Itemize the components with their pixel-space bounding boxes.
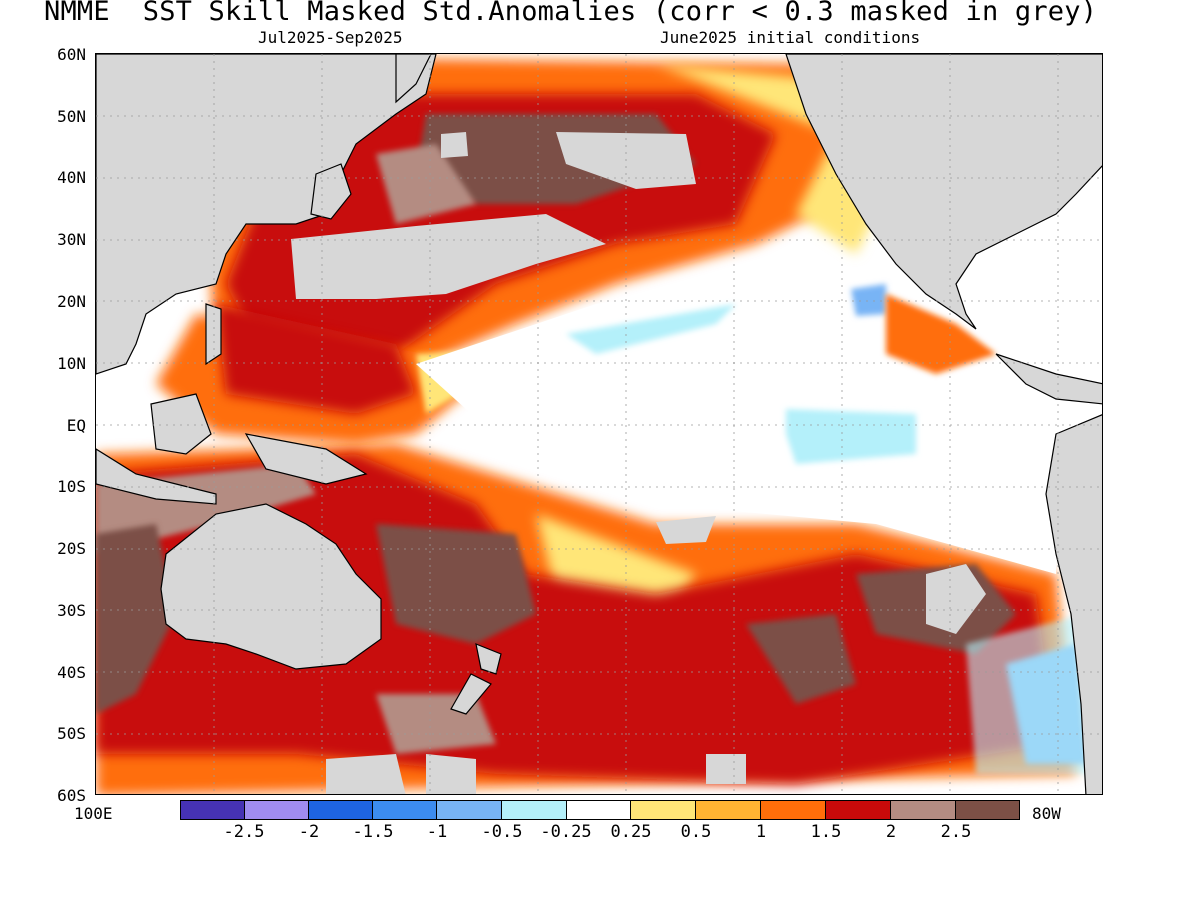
colorbar-box [501, 800, 567, 820]
land-masses [96, 54, 1102, 794]
colorbar-box [630, 800, 696, 820]
masked-south-pacific-2 [656, 516, 716, 544]
lon-label-east: 80W [1032, 804, 1061, 823]
colorbar-label: -2 [298, 822, 320, 842]
lat-label-60n: 60N [57, 45, 86, 64]
sst-anomaly-map [95, 53, 1103, 795]
masked-regions [291, 132, 986, 794]
graticule [96, 54, 1102, 794]
initial-conditions: June2025 initial conditions [660, 28, 921, 47]
colorbar-label: -0.5 [481, 822, 523, 842]
cool-anomaly-3 [851, 284, 886, 316]
colorbar-box [890, 800, 956, 820]
mexico-coast-warm [886, 294, 996, 374]
lat-label-10s: 10S [57, 477, 86, 496]
asia-landmass [96, 54, 437, 375]
masked-southern-ocean-1 [326, 754, 406, 794]
new-guinea [244, 433, 368, 485]
cool-anomaly-2 [786, 409, 916, 464]
masked-north-pacific-1 [291, 214, 606, 299]
colorbar-label: 0.5 [680, 822, 712, 842]
borneo [150, 393, 212, 455]
masked-southern-ocean-3 [706, 754, 746, 784]
colorbar-label: 2.5 [940, 822, 972, 842]
colorbar-label: -0.25 [540, 822, 592, 842]
sumatra-java [96, 448, 217, 505]
colorbar-label: 1.5 [810, 822, 842, 842]
masked-southern-ocean-2 [426, 754, 476, 794]
north-pacific-tan [376, 144, 476, 224]
south-america [1045, 414, 1102, 794]
lat-label-60s: 60S [57, 786, 86, 805]
colorbar-label: 0.25 [610, 822, 652, 842]
colorbar-box [308, 800, 373, 820]
colorbar-label: 1 [755, 822, 767, 842]
colorbar-box [180, 800, 245, 820]
colorbar-label: 2 [885, 822, 897, 842]
lat-label-40n: 40N [57, 168, 86, 187]
lat-label-20n: 20N [57, 292, 86, 311]
lat-label-30s: 30S [57, 601, 86, 620]
colorbar-box [372, 800, 437, 820]
lat-label-20s: 20S [57, 539, 86, 558]
new-zealand-north [475, 643, 502, 675]
cool-anomaly-1 [566, 304, 736, 354]
masked-north-pacific-3 [441, 132, 468, 158]
lat-label-50n: 50N [57, 107, 86, 126]
colorbar-label: -2.5 [223, 822, 265, 842]
map-title: NMME SST Skill Masked Std.Anomalies (cor… [44, 0, 1098, 27]
masked-south-pacific-1 [926, 564, 986, 634]
map-canvas [96, 54, 1102, 794]
colorbar-label: -1 [426, 822, 448, 842]
lat-label-10n: 10N [57, 354, 86, 373]
colorbar-box [244, 800, 309, 820]
warm-pool-red [216, 304, 416, 414]
forecast-period: Jul2025-Sep2025 [258, 28, 403, 47]
kamchatka [395, 54, 432, 104]
colorbar-box [566, 800, 631, 820]
south-pacific-brown-3 [746, 614, 856, 704]
colorbar-box [955, 800, 1020, 820]
lat-label-30n: 30N [57, 230, 86, 249]
colorbar-box [436, 800, 502, 820]
south-pacific-tan-2 [376, 694, 496, 754]
colorbar-box [695, 800, 761, 820]
south-pacific-brown-2 [96, 524, 176, 714]
north-america [785, 54, 1102, 330]
central-america [995, 353, 1102, 405]
lon-label-west: 100E [74, 804, 113, 823]
new-zealand-south [450, 673, 492, 715]
colorbar-box [760, 800, 826, 820]
philippines [205, 303, 222, 366]
south-pacific-brown-1 [376, 524, 536, 644]
lat-label-eq: EQ [66, 416, 86, 435]
south-pacific-red [96, 454, 1056, 784]
lat-label-50s: 50S [57, 724, 86, 743]
colorbar-label: -1.5 [352, 822, 394, 842]
colorbar-box [825, 800, 891, 820]
lat-label-40s: 40S [57, 663, 86, 682]
australia [160, 503, 382, 670]
